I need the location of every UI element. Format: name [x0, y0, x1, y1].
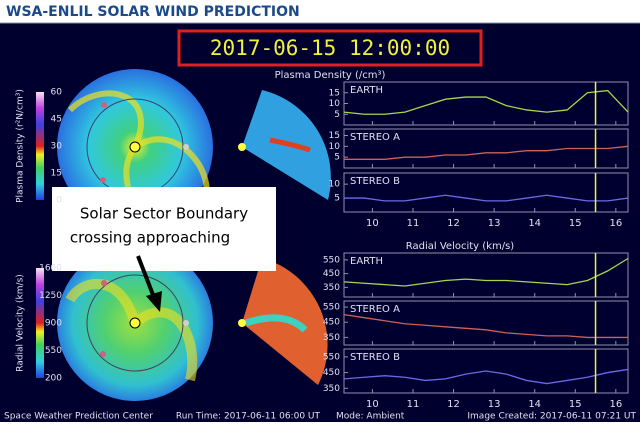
- sun: [238, 143, 246, 151]
- colorbar-tick-label: 0: [56, 196, 62, 206]
- y-tick-label: 15: [329, 131, 340, 141]
- annotation-arrow: [136, 255, 157, 301]
- stereo-marker: [101, 102, 107, 108]
- x-tick-label: 10: [366, 218, 379, 229]
- footer-text: Mode: Ambient: [336, 412, 405, 422]
- x-tick-label: 12: [447, 218, 460, 229]
- x-tick-label: 10: [366, 399, 379, 410]
- colorbar-tick-label: 200: [45, 374, 62, 384]
- y-tick-label: 10: [329, 99, 341, 109]
- timestamp-box: [177, 29, 483, 67]
- colorbar-tick-label: 30: [51, 142, 63, 152]
- colorbar-tick-label: 900: [45, 319, 62, 329]
- panel: [343, 300, 629, 346]
- panel-label: EARTH: [350, 256, 383, 267]
- footer-text: Space Weather Prediction Center: [4, 412, 153, 422]
- x-tick-label: 11: [407, 218, 420, 229]
- series-line: [343, 314, 628, 339]
- series-line: [344, 145, 629, 160]
- colorbar-label: Radial Velocity (km/s): [16, 274, 26, 372]
- x-tick-label: 16: [609, 218, 622, 229]
- stereo-marker: [101, 280, 107, 286]
- sun: [238, 319, 246, 327]
- timestamp: 2017-06-15 12:00:00: [210, 36, 450, 60]
- x-tick-label: 15: [569, 399, 582, 410]
- series-line: [343, 257, 629, 287]
- colorbar-tick-label: 15: [51, 169, 62, 179]
- y-tick-label: 550: [323, 255, 340, 265]
- panel: [343, 172, 629, 213]
- earth-marker: [183, 144, 189, 150]
- colorbar-tick-label: 1600: [39, 264, 62, 274]
- panel-label: STEREO B: [350, 352, 400, 363]
- y-tick-label: 450: [323, 318, 340, 328]
- annotation-text: Solar Sector Boundary: [80, 205, 248, 223]
- header-title: WSA-ENLIL SOLAR WIND PREDICTION: [6, 4, 300, 20]
- wedge-feature: [244, 314, 308, 333]
- y-tick-label: 350: [323, 283, 340, 293]
- y-tick-label: 15: [329, 88, 340, 98]
- series-line: [344, 194, 629, 202]
- y-tick-label: 10: [329, 180, 341, 190]
- annotation-box: [52, 187, 276, 271]
- colorbar-tick-label: 45: [51, 115, 62, 125]
- panel-label: EARTH: [350, 85, 383, 96]
- panel-label: STEREO B: [350, 176, 400, 187]
- colorbar: [36, 92, 44, 200]
- group-title: Radial Velocity (km/s): [406, 241, 514, 252]
- stereo-marker: [100, 351, 106, 357]
- colorbar-tick-label: 550: [45, 346, 62, 356]
- y-tick-label: 5: [334, 110, 340, 120]
- panel-label: STEREO A: [350, 304, 400, 315]
- y-tick-label: 550: [323, 352, 340, 362]
- panel-label: STEREO A: [350, 132, 400, 143]
- x-tick-label: 11: [407, 399, 420, 410]
- y-tick-label: 550: [323, 303, 340, 313]
- header-bar: [0, 0, 640, 23]
- colorbar: [36, 268, 44, 378]
- series-line: [343, 368, 629, 385]
- stereo-marker: [100, 177, 106, 183]
- x-tick-label: 15: [569, 218, 582, 229]
- x-tick-label: 13: [488, 218, 501, 229]
- y-tick-label: 350: [323, 384, 340, 394]
- x-tick-label: 13: [488, 399, 501, 410]
- panel: [343, 81, 629, 126]
- x-tick-label: 14: [528, 218, 541, 229]
- wedge-feature: [269, 137, 311, 153]
- footer-text: Image Created: 2017-06-11 07:21 UT: [467, 412, 636, 422]
- panel: [343, 252, 629, 298]
- series-line: [343, 89, 629, 115]
- x-tick-label: 12: [447, 399, 460, 410]
- y-tick-label: 450: [323, 368, 340, 378]
- colorbar-tick-label: 1250: [39, 291, 62, 301]
- arrow-head: [146, 291, 162, 312]
- x-tick-label: 14: [528, 399, 541, 410]
- y-tick-label: 5: [334, 194, 340, 204]
- earth-marker: [183, 320, 189, 326]
- y-tick-label: 350: [323, 333, 340, 343]
- sun: [129, 317, 141, 329]
- sun: [129, 141, 141, 153]
- spiral-arm: [65, 278, 198, 382]
- y-tick-label: 5: [334, 153, 340, 163]
- footer-text: Run Time: 2017-06-11 06:00 UT: [176, 412, 321, 422]
- y-tick-label: 450: [323, 269, 340, 279]
- y-tick-label: 10: [329, 142, 341, 152]
- group-title: Plasma Density (/cm³): [275, 70, 386, 81]
- colorbar-label: Plasma Density (r²N/cm³): [16, 89, 26, 203]
- annotation-text: crossing approaching: [70, 229, 230, 247]
- colorbar-tick-label: 60: [51, 88, 63, 98]
- x-tick-label: 16: [609, 399, 622, 410]
